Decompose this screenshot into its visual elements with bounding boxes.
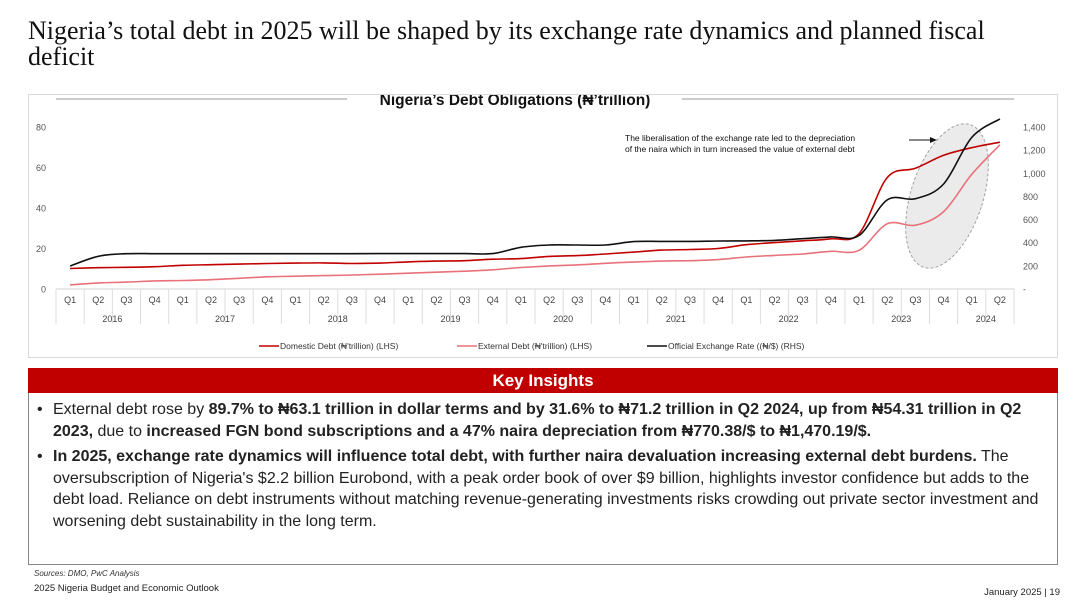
y-right-tick-label: 400 [1023,238,1038,248]
domestic-debt-line [70,141,1001,270]
x-year-label: 2024 [976,314,996,324]
legend-label: Domestic Debt (₦'trillion) (LHS) [280,341,398,351]
x-quarter-label: Q3 [459,295,471,305]
legend-label: Official Exchange Rate ((₦/$) (RHS) [668,341,805,351]
x-quarter-label: Q3 [571,295,583,305]
insight-text-run: increased FGN bond subscriptions and a 4… [146,422,872,440]
x-year-label: 2017 [215,314,235,324]
x-quarter-label: Q2 [430,295,442,305]
debt-line-chart: Nigeria’s Debt Obligations (₦’trillion) 0… [36,95,1046,351]
x-quarter-label: Q4 [938,295,950,305]
sources-note: Sources: DMO, PwC Analysis [34,569,140,578]
x-year-label: 2021 [666,314,686,324]
x-quarter-label: Q1 [966,295,978,305]
y-left-tick-label: 0 [41,285,46,295]
x-quarter-label: Q3 [233,295,245,305]
insight-text-run: In 2025, exchange rate dynamics will inf… [53,448,977,465]
x-quarter-label: Q2 [543,295,555,305]
x-quarter-label: Q2 [768,295,780,305]
external-debt-line [70,144,1001,286]
x-quarter-label: Q1 [740,295,752,305]
x-quarter-label: Q2 [656,295,668,305]
chart-title: Nigeria’s Debt Obligations (₦’trillion) [380,95,651,109]
x-quarter-label: Q1 [64,295,76,305]
x-quarter-label: Q1 [402,295,414,305]
y-right-tick-label: 1,400 [1023,123,1046,133]
x-quarter-label: Q1 [628,295,640,305]
x-quarter-label: Q1 [853,295,865,305]
insight-bullet-exchange-rate: In 2025, exchange rate dynamics will inf… [37,446,1039,532]
y-right-tick-label: 1,000 [1023,169,1046,179]
x-quarter-label: Q1 [515,295,527,305]
insight-bullet-external-debt: External debt rose by 89.7% to ₦63.1 tri… [37,399,1039,442]
date-page-number: January 2025 | 19 [984,587,1060,598]
x-quarter-label: Q4 [374,295,386,305]
insight-text-run: The oversubscription of Nigeria's $2.2 b… [53,448,1039,530]
x-quarter-label: Q3 [797,295,809,305]
x-year-label: 2018 [328,314,348,324]
x-quarter-label: Q2 [318,295,330,305]
publication-name: 2025 Nigeria Budget and Economic Outlook [34,583,219,594]
x-quarter-label: Q4 [712,295,724,305]
x-quarter-label: Q4 [149,295,161,305]
legend-label: External Debt (₦'trillion) (LHS) [478,341,592,351]
y-left-tick-label: 60 [36,163,46,173]
y-right-tick-label: - [1023,285,1026,295]
x-quarter-label: Q3 [684,295,696,305]
highlight-ellipse [905,123,989,269]
y-left-tick-label: 20 [36,244,46,254]
x-year-label: 2019 [440,314,460,324]
y-right-tick-label: 200 [1023,261,1038,271]
x-quarter-label: Q4 [599,295,611,305]
x-quarter-label: Q2 [92,295,104,305]
page-title: Nigeria’s total debt in 2025 will be sha… [28,16,985,71]
exchange-rate-line [69,118,1001,267]
x-quarter-label: Q4 [487,295,499,305]
x-year-label: 2020 [553,314,573,324]
insight-text-run: External debt rose by [53,401,209,418]
x-year-label: 2022 [779,314,799,324]
x-quarter-label: Q4 [261,295,273,305]
x-year-label: 2016 [102,314,122,324]
x-quarter-label: Q3 [346,295,358,305]
y-right-tick-label: 600 [1023,215,1038,225]
x-quarter-label: Q3 [120,295,132,305]
y-right-tick-label: 1,200 [1023,146,1046,156]
y-right-tick-label: 800 [1023,192,1038,202]
y-left-tick-label: 80 [36,123,46,133]
insight-text-run: due to [93,422,147,440]
x-quarter-label: Q4 [825,295,837,305]
x-quarter-label: Q2 [881,295,893,305]
x-quarter-label: Q2 [994,295,1006,305]
x-quarter-label: Q3 [909,295,921,305]
x-year-label: 2023 [891,314,911,324]
insight-text-run: 89.7% to ₦63.1 trillion in dollar terms … [53,401,1022,440]
annotation-arrowhead [930,137,937,143]
annotation-text: The liberalisation of the exchange rate … [625,133,855,143]
key-insights-heading: Key Insights [28,368,1058,393]
y-left-tick-label: 40 [36,204,46,214]
debt-chart-panel: Nigeria’s Debt Obligations (₦’trillion) 0… [28,94,1058,358]
annotation-text: of the naira which in turn increased the… [625,144,855,154]
key-insights-panel: External debt rose by 89.7% to ₦63.1 tri… [28,393,1058,565]
x-quarter-label: Q1 [177,295,189,305]
x-quarter-label: Q2 [205,295,217,305]
x-quarter-label: Q1 [289,295,301,305]
